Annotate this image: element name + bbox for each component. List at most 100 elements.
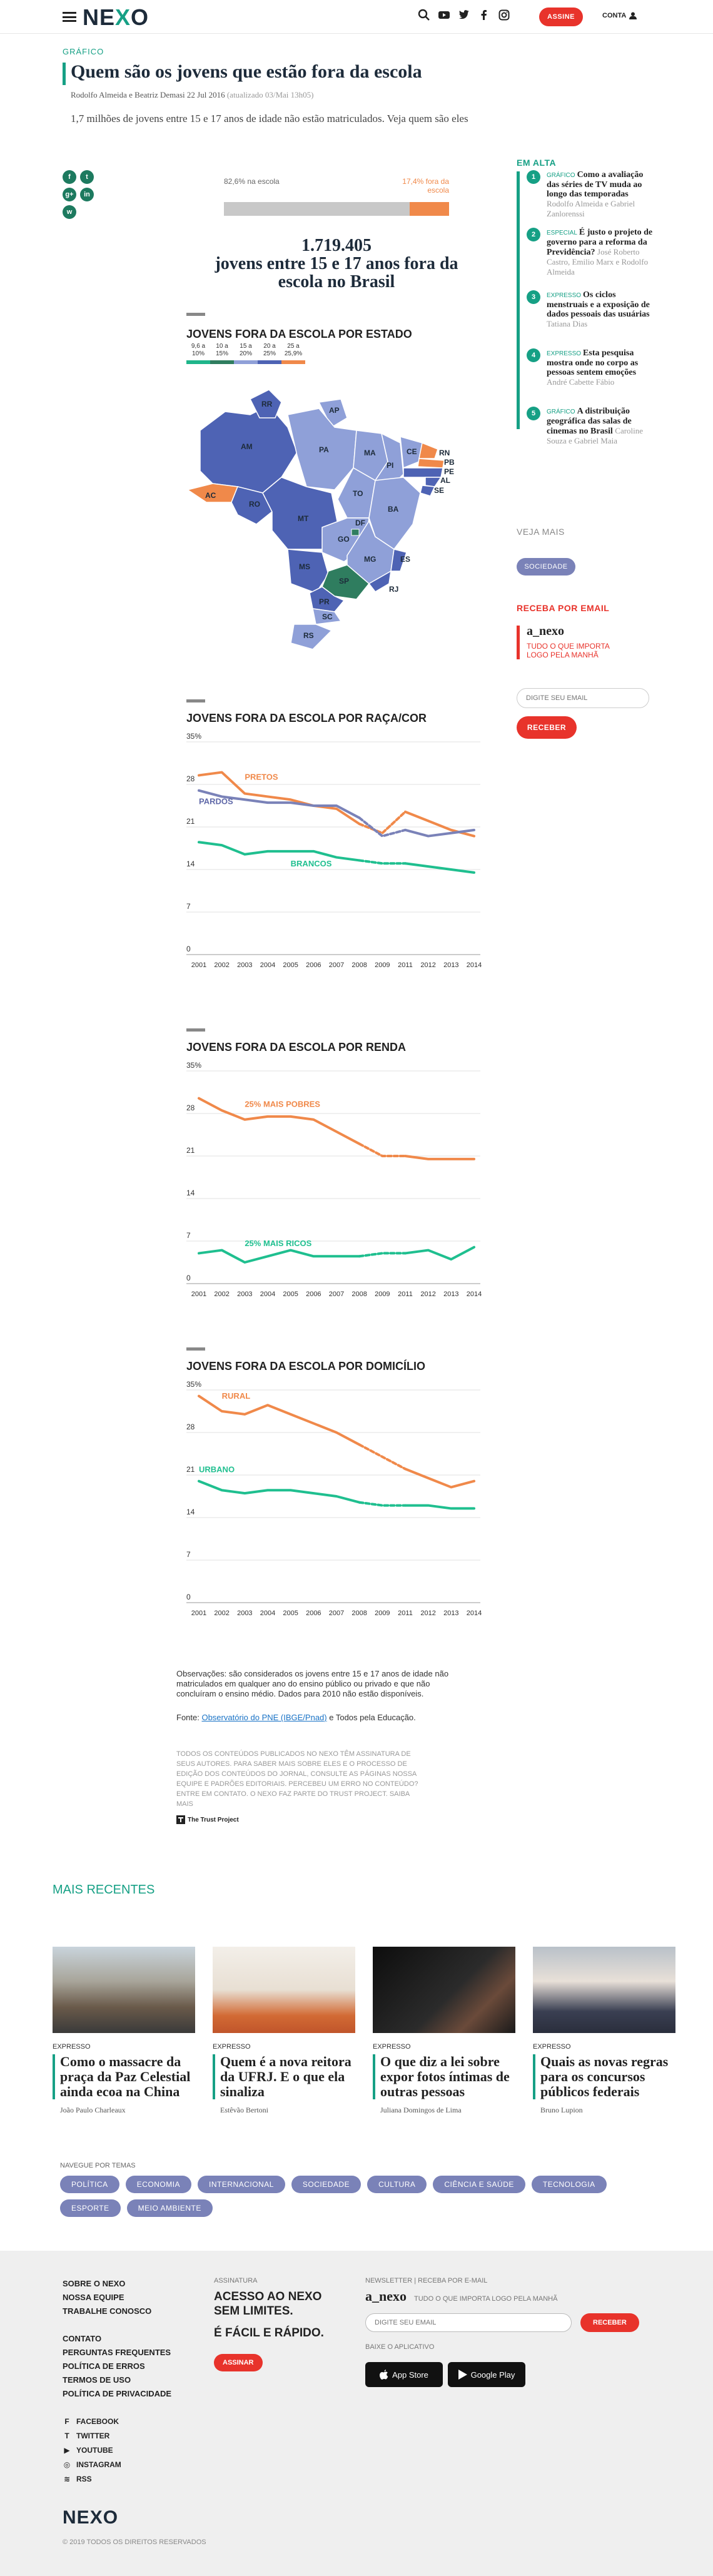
recent-article-card[interactable]: EXPRESSO O que diz a lei sobre expor fot… [373, 1947, 515, 2115]
tema-pill[interactable]: ESPORTE [60, 2199, 121, 2217]
state-label: PE [444, 467, 454, 476]
googleplay-button[interactable]: Google Play [448, 2362, 525, 2387]
source-note: Fonte: Observatório do PNE (IBGE/Pnad) e… [176, 1713, 416, 1722]
em-alta-text: EXPRESSO Os ciclos menstruais e a exposiç… [547, 290, 656, 329]
trust-project-logo[interactable]: The Trust Project [176, 1815, 239, 1824]
source-prefix: Fonte: [176, 1713, 202, 1722]
footer-link[interactable]: POLÍTICA DE PRIVACIDADE [63, 2389, 172, 2398]
copyright: © 2019 TODOS OS DIREITOS RESERVADOS [63, 2538, 206, 2546]
app-label: BAIXE O APLICATIVO [365, 2343, 435, 2351]
sidebar-receber-button[interactable]: RECEBER [517, 716, 577, 739]
sidebar-email-input[interactable] [517, 688, 649, 708]
menu-icon[interactable] [63, 12, 76, 22]
footer-link[interactable]: TERMOS DE USO [63, 2375, 131, 2385]
twitter-icon[interactable] [458, 9, 470, 21]
recent-article-headline[interactable]: O que diz a lei sobre expor fotos íntima… [380, 2054, 510, 2099]
footer-link[interactable]: PERGUNTAS FREQUENTES [63, 2348, 171, 2357]
recent-article-card[interactable]: EXPRESSO Quem é a nova reitora da UFRJ. … [213, 1947, 355, 2115]
em-alta-author: Caroline Souza e Gabriel Maia [547, 426, 644, 445]
tema-pill[interactable]: INTERNACIONAL [198, 2176, 285, 2193]
account-link[interactable]: CONTA [602, 12, 637, 19]
footer-social-link[interactable]: ≋ RSS [63, 2472, 121, 2487]
social-icon: ≋ [63, 2475, 71, 2483]
state-label: PR [319, 597, 330, 606]
share-whatsapp-icon[interactable]: w [63, 205, 76, 219]
recent-article-image[interactable] [373, 1947, 515, 2033]
footer-link[interactable]: NOSSA EQUIPE [63, 2293, 124, 2302]
series-line-brancos [404, 862, 475, 874]
logo-letter: E [76, 2507, 90, 2528]
instagram-icon[interactable] [498, 9, 510, 21]
site-logo[interactable]: NEXO [83, 4, 149, 31]
em-alta-number: 1 [527, 170, 540, 184]
series-label: URBANO [199, 1465, 235, 1474]
state-label: RJ [389, 585, 398, 594]
share-facebook-icon[interactable]: f [63, 170, 76, 184]
temas-list: POLÍTICA ECONOMIA INTERNACIONAL SOCIEDADE CU… [60, 2176, 660, 2217]
footer-email-input[interactable] [365, 2313, 572, 2332]
footer-social-link[interactable]: f FACEBOOK [63, 2415, 121, 2429]
share-linkedin-icon[interactable]: in [80, 188, 94, 201]
tema-pill[interactable]: CIÊNCIA E SAÚDE [433, 2176, 525, 2193]
recent-article-headline[interactable]: Quais as novas regras para os concursos … [540, 2054, 669, 2099]
x-tick-label: 2013 [443, 1610, 458, 1617]
logo-letter: E [99, 4, 116, 30]
footer-link[interactable]: SOBRE O NEXO [63, 2279, 126, 2288]
footer-social-link[interactable]: ▶ YOUTUBE [63, 2443, 121, 2458]
footer-logo[interactable]: NEXO [63, 2507, 118, 2528]
series-line-pretos [358, 810, 407, 834]
legend-swatch [186, 360, 210, 364]
youtube-icon[interactable] [438, 9, 450, 21]
legend-label: 25 a 25,9% [284, 343, 303, 357]
recent-article-card[interactable]: EXPRESSO Como o massacre da praça da Paz… [53, 1947, 195, 2115]
y-tick-label: 21 [186, 1146, 195, 1155]
legend-swatch [281, 360, 305, 364]
tema-pill[interactable]: MEIO AMBIENTE [126, 2199, 213, 2217]
share-twitter-icon[interactable]: t [80, 170, 94, 184]
tema-pill[interactable]: SOCIEDADE [291, 2176, 362, 2193]
article-kicker[interactable]: GRÁFICO [63, 47, 104, 56]
series-line-25-mais-ricos [358, 1252, 407, 1258]
logo-letter: X [115, 4, 131, 30]
share-googleplus-icon[interactable]: g+ [63, 188, 76, 201]
recent-article-headline[interactable]: Como o massacre da praça da Paz Celestia… [60, 2054, 191, 2099]
trust-project-label: The Trust Project [188, 1816, 239, 1823]
footer-link[interactable]: CONTATO [63, 2334, 102, 2343]
appstore-button[interactable]: App Store [365, 2362, 443, 2387]
subscribe-button[interactable]: ASSINE [539, 8, 583, 26]
footer-social-label: FACEBOOK [76, 2417, 119, 2426]
footer-social-link[interactable]: t TWITTER [63, 2429, 121, 2443]
recent-article-category: EXPRESSO [373, 2043, 411, 2051]
state-label: PA [319, 445, 329, 454]
footer-assinar-button[interactable]: ASSINAR [214, 2354, 263, 2371]
search-icon[interactable] [418, 9, 430, 21]
tema-pill[interactable]: TECNOLOGIA [531, 2176, 607, 2193]
recent-article-headline[interactable]: Quem é a nova reitora da UFRJ. E o que e… [220, 2054, 351, 2099]
tema-pill[interactable]: CULTURA [367, 2176, 427, 2193]
tag-sociedade[interactable]: SOCIEDADE [517, 558, 575, 576]
tema-pill[interactable]: POLÍTICA [60, 2176, 119, 2193]
footer-social-link[interactable]: ◎ INSTAGRAM [63, 2458, 121, 2472]
em-alta-author: Rodolfo Almeida e Gabriel Zanlorenssi [547, 199, 635, 218]
recent-article-image[interactable] [53, 1947, 195, 2033]
footer-receber-button[interactable]: RECEBER [580, 2313, 639, 2332]
recent-article-image[interactable] [533, 1947, 675, 2033]
footer-link[interactable]: TRABALHE CONOSCO [63, 2306, 152, 2316]
source-link[interactable]: Observatório do PNE (IBGE/Pnad) [201, 1713, 327, 1722]
em-alta-text: EXPRESSO Esta pesquisa mostra onde no cor… [547, 348, 656, 387]
facebook-icon[interactable] [478, 9, 490, 21]
x-tick-label: 2014 [467, 961, 482, 969]
tema-pill[interactable]: ECONOMIA [125, 2176, 192, 2193]
em-alta-text: GRÁFICO A distribuição geográfica das sal… [547, 407, 656, 446]
footer-link[interactable]: POLÍTICA DE ERROS [63, 2361, 145, 2371]
headline-accent [213, 2054, 215, 2099]
recent-article-image[interactable] [213, 1947, 355, 2033]
social-icon: ▶ [64, 2446, 70, 2455]
state-rr [249, 389, 282, 418]
series-label: 25% MAIS POBRES [245, 1100, 320, 1109]
apple-icon [380, 2370, 388, 2380]
state-label: DF [355, 519, 365, 527]
googleplay-icon [458, 2370, 467, 2380]
article-lead: 1,7 milhões de jovens entre 15 e 17 anos… [71, 113, 468, 124]
recent-article-card[interactable]: EXPRESSO Quais as novas regras para os c… [533, 1947, 675, 2115]
